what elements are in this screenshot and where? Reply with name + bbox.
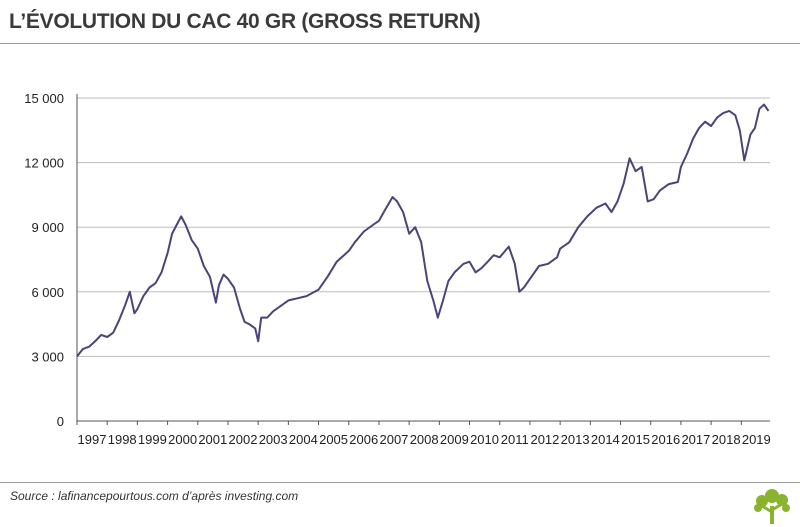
x-tick-label: 2006 bbox=[349, 432, 378, 447]
footer-divider bbox=[0, 482, 800, 483]
x-tick-label: 1997 bbox=[78, 432, 107, 447]
x-tick-label: 2003 bbox=[259, 432, 288, 447]
x-tick-label: 2015 bbox=[621, 432, 650, 447]
x-tick-label: 2018 bbox=[712, 432, 741, 447]
x-tick-label: 2009 bbox=[440, 432, 469, 447]
x-tick-label: 2016 bbox=[651, 432, 680, 447]
series-line-cac40gr bbox=[76, 103, 770, 358]
x-tick-label: 2002 bbox=[229, 432, 258, 447]
x-tick-label: 1998 bbox=[108, 432, 137, 447]
y-tick-label: 12 000 bbox=[24, 156, 64, 171]
x-tick-label: 2008 bbox=[410, 432, 439, 447]
x-tick-label: 2005 bbox=[319, 432, 348, 447]
x-tick-label: 2011 bbox=[501, 432, 529, 447]
x-tick-label: 2001 bbox=[198, 432, 227, 447]
y-tick-label: 9 000 bbox=[31, 220, 64, 235]
x-tick-label: 2007 bbox=[379, 432, 408, 447]
x-tick-label: 2004 bbox=[289, 432, 318, 447]
title-divider bbox=[0, 43, 800, 44]
x-tick-label: 2013 bbox=[561, 432, 590, 447]
x-tick-labels: 1997 1998 1999 2000 2001 2002 2003 2004 2005 2006… bbox=[76, 421, 771, 447]
x-tick-label: 2017 bbox=[681, 432, 710, 447]
line-chart: 0 3 000 6 000 9 000 12 000 15 000 1997 1998 199… bbox=[24, 91, 771, 447]
x-tick-label: 2019 bbox=[742, 432, 771, 447]
page-title: L’ÉVOLUTION DU CAC 40 GR (GROSS RETURN) bbox=[9, 10, 481, 33]
x-tick-label: 2010 bbox=[470, 432, 499, 447]
x-tick-label: 1999 bbox=[138, 432, 167, 447]
y-tick-labels: 0 3 000 6 000 9 000 12 000 15 000 bbox=[24, 91, 64, 429]
gridlines bbox=[77, 97, 770, 357]
tree-logo-icon bbox=[754, 489, 790, 524]
y-tick-label: 15 000 bbox=[24, 91, 64, 106]
source-note: Source : lafinancepourtous.com d’après i… bbox=[10, 489, 299, 503]
y-tick-label: 6 000 bbox=[31, 285, 64, 300]
y-tick-label: 3 000 bbox=[31, 349, 64, 364]
x-tick-label: 2014 bbox=[591, 432, 620, 447]
x-tick-label: 2000 bbox=[168, 432, 197, 447]
x-tick-label: 2012 bbox=[530, 432, 559, 447]
y-tick-label: 0 bbox=[57, 414, 64, 429]
